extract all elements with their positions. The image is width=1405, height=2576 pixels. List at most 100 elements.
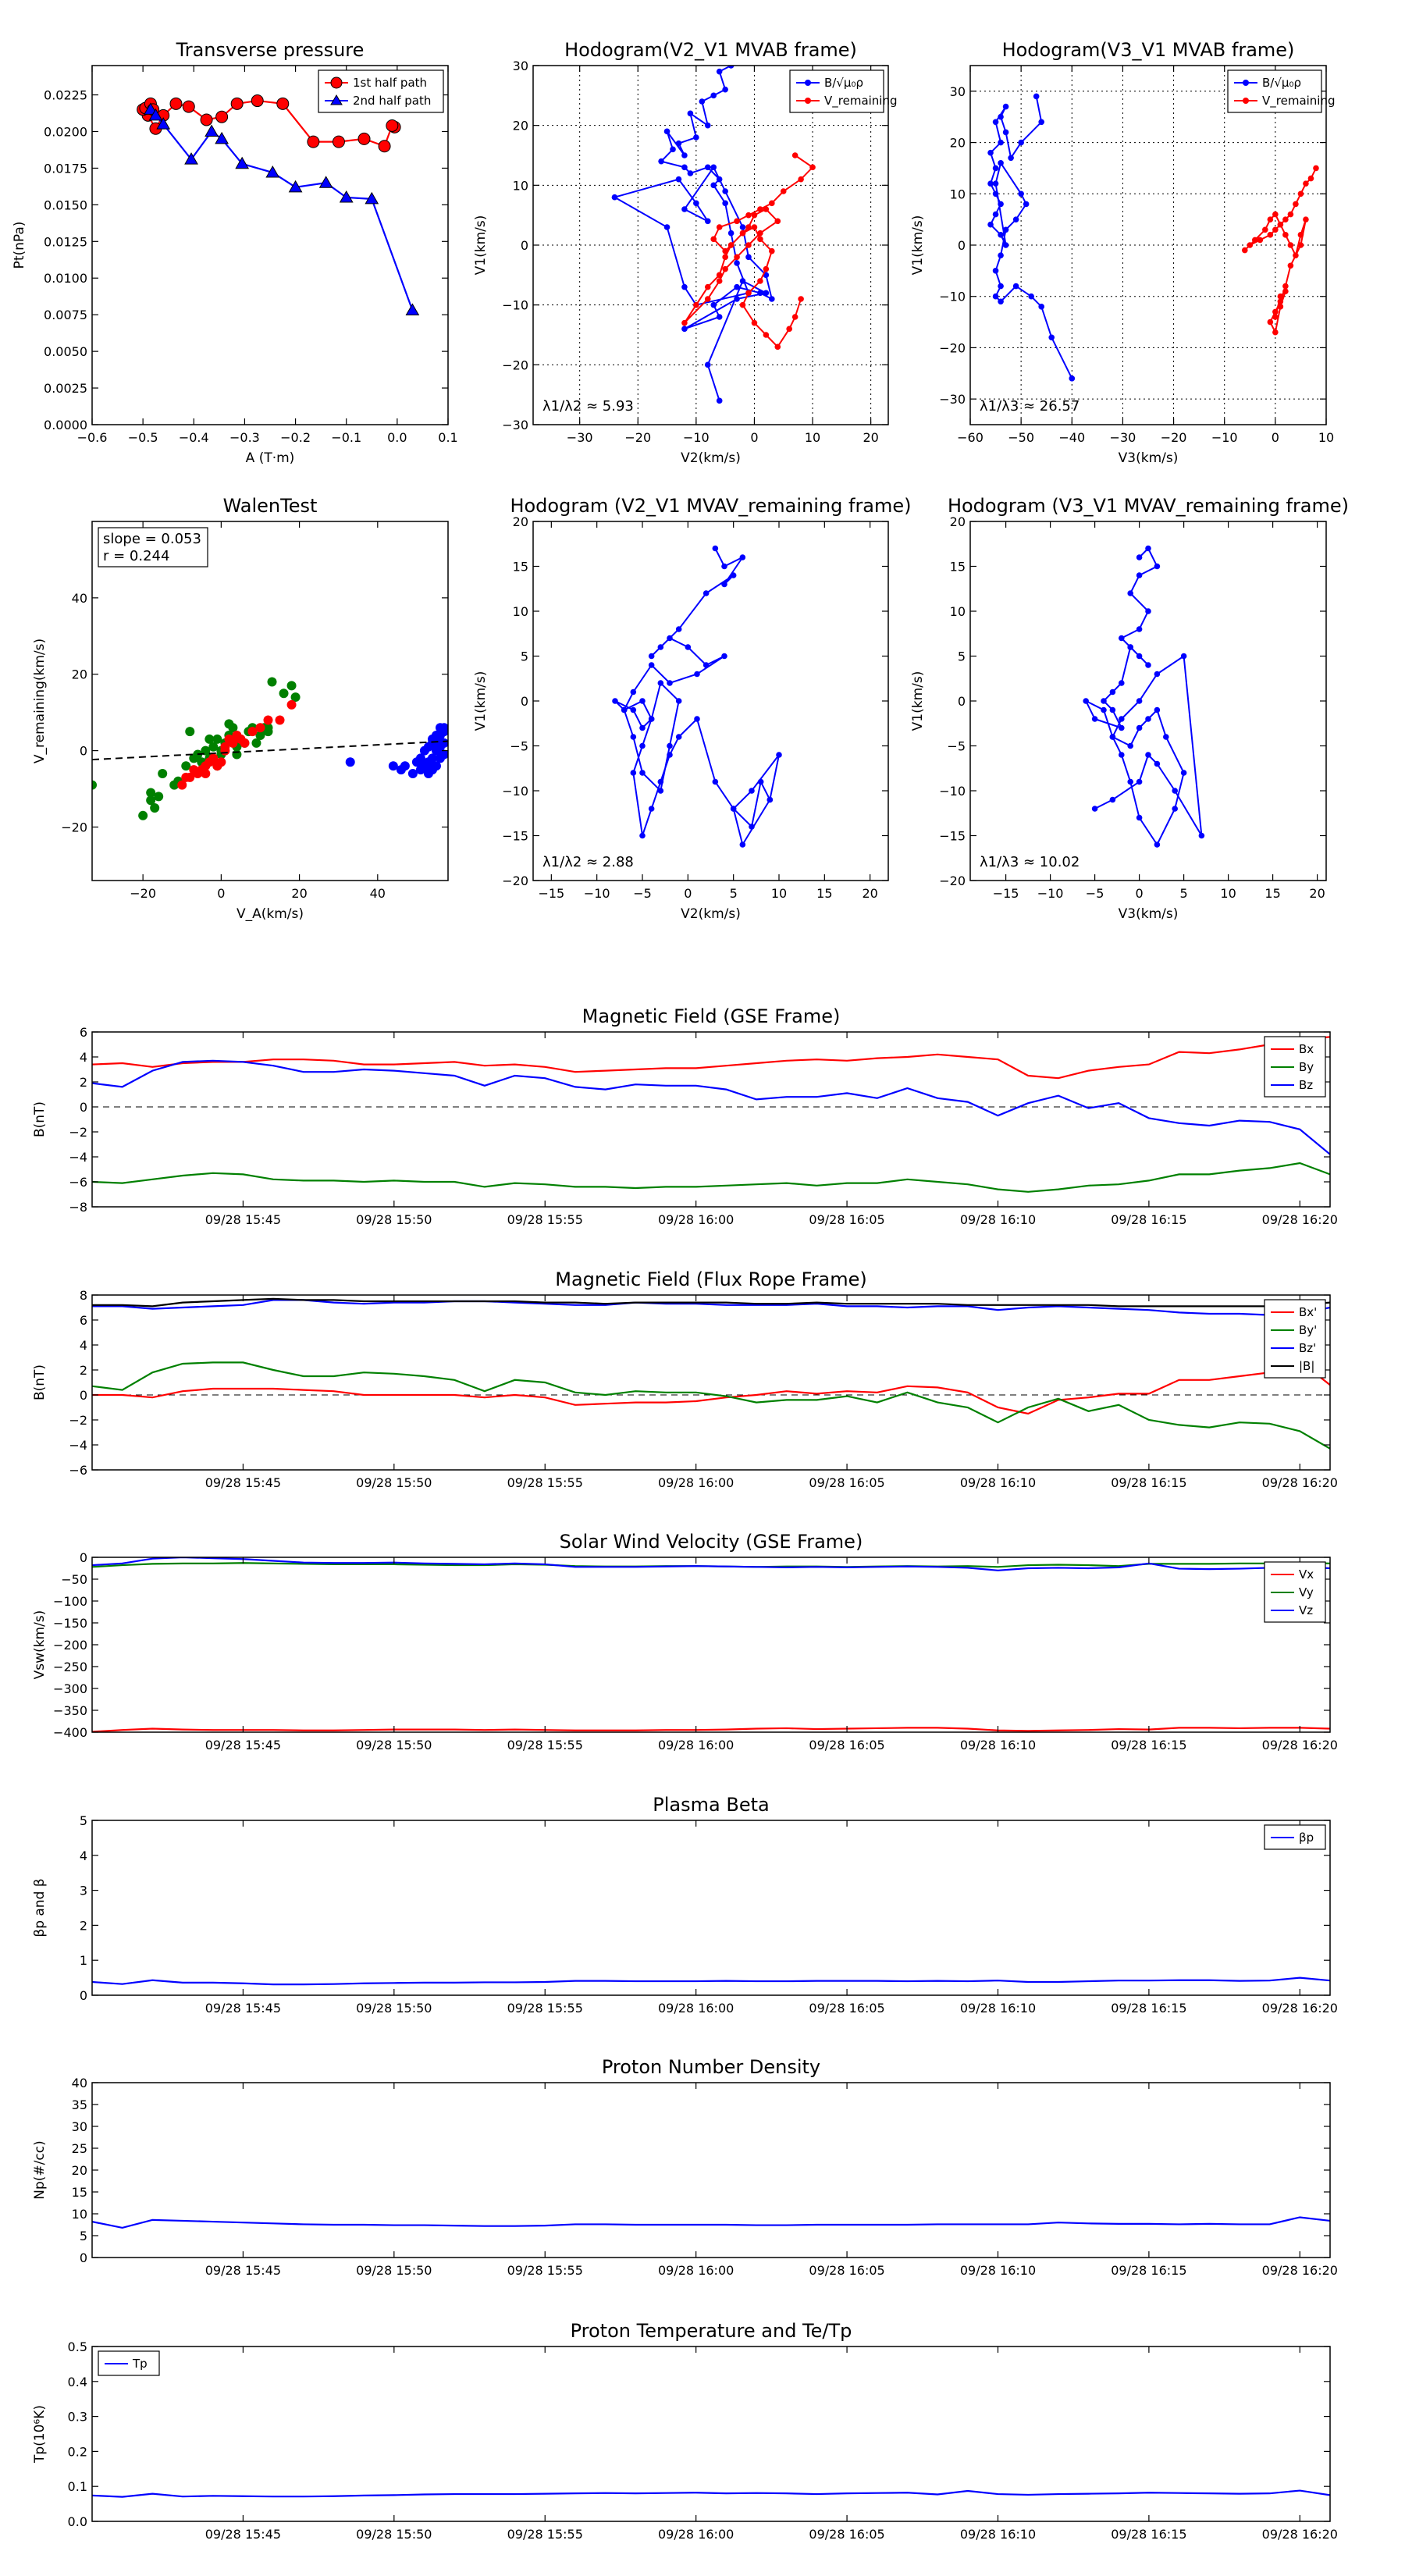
data-point	[1287, 211, 1294, 218]
data-point	[263, 723, 273, 733]
x-tick-label: 09/28 16:00	[658, 2001, 734, 2016]
data-point	[987, 221, 994, 228]
data-point	[763, 265, 770, 272]
y-tick-label: 5	[521, 649, 528, 664]
y-tick-label: 3	[80, 1884, 87, 1898]
y-tick-label: 0.0150	[44, 197, 87, 212]
plot-area	[987, 93, 1319, 382]
y-tick-label: −100	[53, 1594, 87, 1609]
data-point	[1267, 232, 1274, 238]
data-point	[710, 236, 717, 243]
data-point	[739, 278, 746, 284]
y-tick-label: 20	[950, 514, 966, 529]
data-point	[751, 319, 758, 326]
data-point	[1028, 293, 1034, 300]
x-tick-label: 09/28 16:15	[1111, 2263, 1186, 2278]
x-tick-label: 09/28 16:20	[1262, 1475, 1338, 1490]
data-point	[1145, 608, 1151, 614]
data-point	[1267, 318, 1274, 326]
plasma-beta-panel: 09/28 15:45 09/28 15:50 09/28 15:55 09/28 1…	[32, 1794, 1338, 2016]
legend-label: Bx'	[1299, 1305, 1317, 1319]
data-point	[716, 397, 723, 404]
y-tick-label: −20	[502, 358, 528, 372]
data-point	[290, 692, 301, 703]
data-point	[721, 563, 727, 570]
data-point	[138, 810, 148, 820]
legend-label: Vz	[1299, 1603, 1313, 1617]
data-point	[184, 152, 198, 165]
legend-label: By'	[1299, 1323, 1317, 1337]
data-point	[1145, 752, 1151, 758]
x-tick-label: 20	[1309, 886, 1325, 901]
data-point	[798, 176, 804, 183]
x-tick-label: −0.2	[280, 430, 311, 445]
y-tick-label: 20	[950, 136, 966, 151]
chart-title: Proton Temperature and Te/Tp	[571, 2320, 852, 2342]
x-tick-label: 09/28 16:10	[960, 1475, 1036, 1490]
data-point	[1313, 165, 1319, 172]
data-point	[1101, 698, 1107, 704]
data-point	[670, 146, 676, 153]
data-point	[1002, 103, 1009, 110]
x-tick-label: −20	[624, 430, 651, 445]
data-point	[1267, 216, 1274, 222]
data-point	[439, 749, 448, 760]
y-tick-label: 30	[72, 2119, 87, 2134]
data-point	[235, 156, 250, 169]
x-tick-label: 09/28 16:10	[960, 1212, 1036, 1227]
data-point	[992, 190, 999, 197]
data-point	[423, 757, 433, 767]
data-point	[749, 788, 755, 794]
series-vx-line	[92, 1727, 1330, 1732]
plot-area	[137, 94, 420, 316]
data-point	[716, 68, 723, 75]
data-point	[1293, 252, 1299, 258]
data-point	[639, 832, 646, 839]
y-tick-label: 2	[80, 1918, 87, 1933]
y-tick-label: −150	[53, 1616, 87, 1631]
data-point	[288, 180, 303, 193]
data-point	[745, 290, 752, 297]
data-point	[745, 212, 752, 219]
series-b--line	[989, 96, 1073, 379]
data-point	[332, 135, 345, 148]
y-tick-label: 0.2	[68, 2444, 87, 2459]
y-tick-label: 0	[80, 1988, 87, 2003]
data-point	[722, 188, 728, 194]
x-tick-label: −0.4	[179, 430, 209, 445]
data-point	[1293, 201, 1299, 208]
chart-title: Magnetic Field (Flux Rope Frame)	[555, 1268, 866, 1290]
data-point	[727, 242, 735, 248]
y-tick-label: 10	[513, 604, 528, 619]
data-point	[704, 218, 711, 225]
y-tick-label: 20	[513, 514, 528, 529]
data-point	[1180, 770, 1187, 776]
data-point	[415, 753, 425, 763]
data-point	[276, 97, 290, 110]
data-point	[791, 152, 799, 158]
series-bx-line	[92, 1036, 1330, 1080]
x-tick-label: 09/28 16:05	[809, 1738, 884, 1752]
data-point	[212, 734, 222, 744]
data-point	[712, 778, 719, 785]
data-point	[1277, 293, 1284, 300]
y-tick-label: 0	[80, 744, 87, 759]
y-tick-label: 1	[80, 1953, 87, 1968]
data-point	[1023, 201, 1030, 208]
ticks: −15 −10 −5 0 5 10 15 20 −20 −15 −10 −5 0 5 10 15 20	[502, 514, 888, 901]
chart-title: Hodogram (V2_V1 MVAV_remaining frame)	[510, 495, 911, 517]
y-tick-label: −6	[69, 1175, 87, 1190]
axes-frame	[91, 1557, 1331, 1733]
y-tick-label: 5	[958, 649, 966, 664]
y-tick-label: 4	[80, 1050, 87, 1065]
chart-title: Hodogram (V3_V1 MVAV_remaining frame)	[948, 495, 1349, 517]
slope-label: slope = 0.053	[103, 531, 201, 547]
legend: Bx By Bz	[1264, 1036, 1326, 1098]
data-point	[169, 97, 183, 110]
data-point	[251, 738, 261, 748]
y-tick-label: −4	[69, 1438, 87, 1453]
y-tick-label: 10	[513, 178, 528, 193]
data-point	[1282, 283, 1289, 290]
x-tick-label: 15	[816, 886, 832, 901]
